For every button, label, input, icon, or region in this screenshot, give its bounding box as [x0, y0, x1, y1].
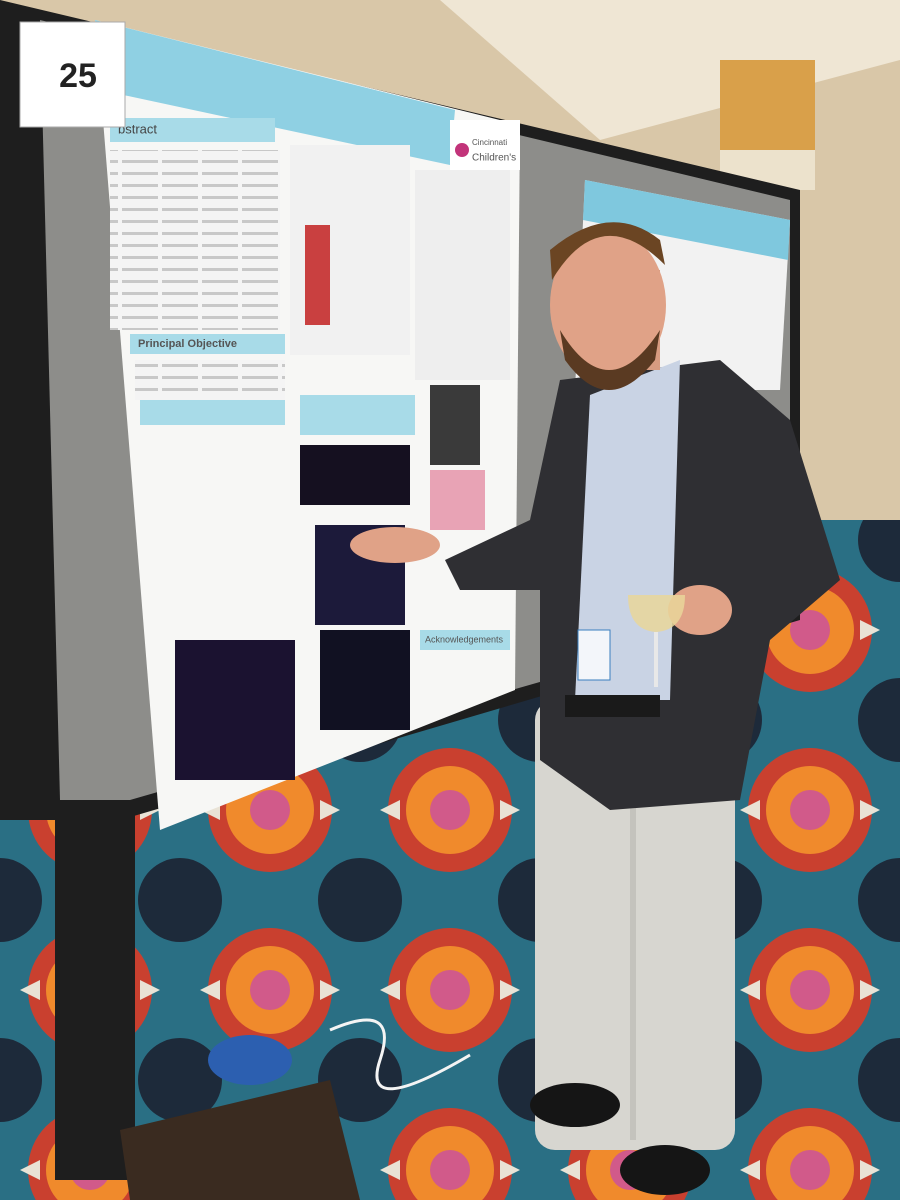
glass-stem: [654, 632, 658, 687]
background-poster-header: [583, 180, 790, 260]
hair: [550, 222, 665, 280]
poster-title-bar: [95, 20, 455, 165]
ceiling: [440, 0, 900, 140]
bag: [120, 1080, 360, 1200]
shoe: [620, 1145, 710, 1195]
microscopy-grid: [175, 640, 295, 780]
objective-header: [130, 334, 285, 354]
cable: [329, 1018, 471, 1091]
sign-number: 25: [59, 57, 97, 95]
logo-mark: [455, 143, 469, 157]
hand: [350, 527, 440, 563]
echo-images: [430, 385, 480, 465]
section-header: [140, 400, 285, 425]
histology-images: [430, 470, 485, 530]
abstract-heading: bstract: [118, 121, 157, 136]
face: [550, 230, 666, 380]
logo-line1: Cincinnati: [472, 138, 507, 147]
microscopy-row: [300, 445, 410, 505]
abstract-header: [110, 118, 275, 142]
wine-glass: [628, 595, 685, 632]
iron: [208, 1035, 292, 1085]
logo-line2: Children's: [472, 153, 516, 164]
microscopy-panel: [320, 630, 410, 730]
trouser-gap: [630, 760, 636, 1140]
badge: [577, 629, 611, 681]
abstract-body: [110, 150, 280, 330]
heatmap: [305, 225, 330, 325]
beard: [560, 330, 660, 390]
acknowledgements-heading: Acknowledgements: [425, 634, 504, 644]
objective-body: [135, 360, 285, 400]
figure-panel: [415, 170, 510, 380]
ack-header: [420, 630, 510, 650]
belt: [565, 695, 660, 717]
number-sign: [19, 21, 126, 128]
board-leg: [55, 800, 135, 1180]
shoe: [530, 1083, 620, 1127]
objective-heading: Principal Objective: [138, 338, 237, 350]
section-header: [300, 395, 415, 435]
